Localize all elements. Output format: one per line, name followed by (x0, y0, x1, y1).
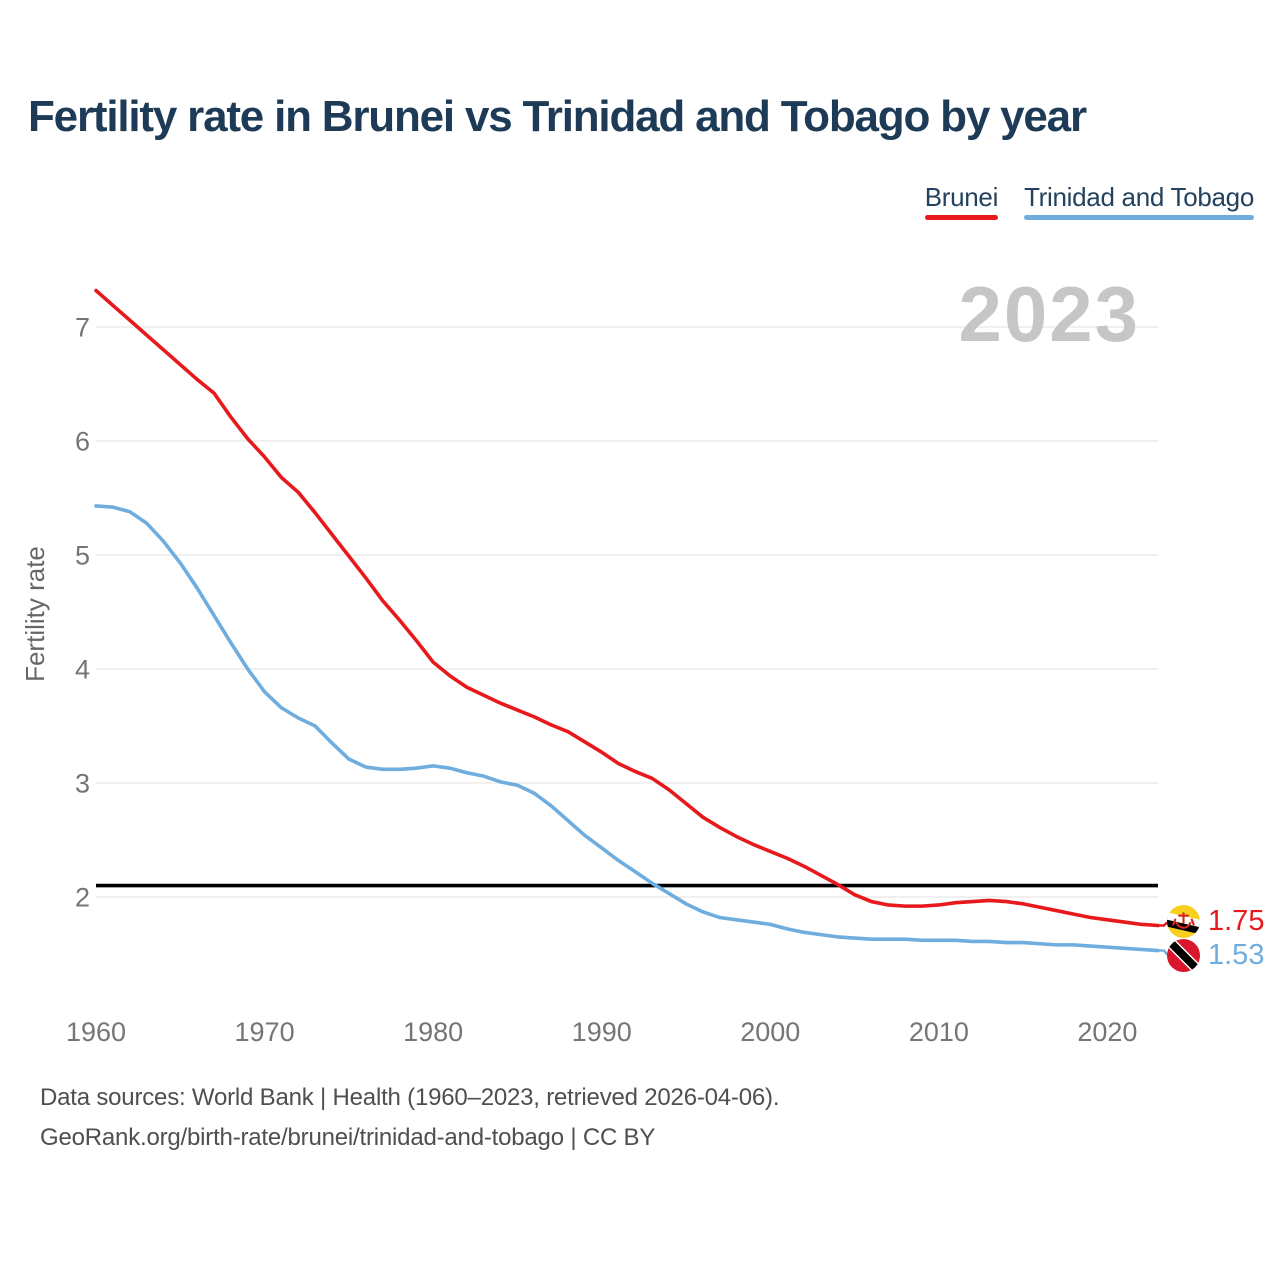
x-tick-label-1980: 1980 (403, 1017, 463, 1047)
y-axis-label: Fertility rate (20, 546, 50, 682)
leader-lines-group (1158, 921, 1168, 956)
brunei-flag-icon (1166, 904, 1201, 939)
trinidad-and-tobago-flag-icon (1166, 938, 1201, 973)
series-line-brunei (94, 288, 1160, 928)
legend-label-brunei: Brunei (924, 182, 999, 212)
attribution-line: GeoRank.org/birth-rate/brunei/trinidad-a… (40, 1124, 656, 1151)
end-value-brunei: 1.75 (1208, 905, 1265, 937)
end-label-brunei: 1.75 (1166, 904, 1264, 939)
legend-label-trinidad-and-tobago: Trinidad and Tobago (1024, 182, 1254, 212)
end-label-trinidad-and-tobago: 1.53 (1166, 938, 1264, 973)
x-tick-label-2010: 2010 (909, 1017, 969, 1047)
leader-line-trinidad-and-tobago (1158, 949, 1168, 956)
y-tick-label-4: 4 (75, 655, 90, 685)
x-tick-label-2020: 2020 (1077, 1017, 1137, 1047)
series-lines-group (94, 288, 1160, 953)
series-line-trinidad-and-tobago (94, 504, 1160, 953)
legend-item-trinidad-and-tobago[interactable]: Trinidad and Tobago (1024, 182, 1254, 220)
y-tick-label-3: 3 (75, 769, 90, 799)
leader-line-brunei (1158, 921, 1168, 927)
end-value-trinidad-and-tobago: 1.53 (1208, 939, 1265, 971)
x-tick-label-1960: 1960 (66, 1017, 126, 1047)
x-tick-label-1990: 1990 (572, 1017, 632, 1047)
y-tick-label-2: 2 (75, 883, 90, 913)
y-tick-label-7: 7 (75, 313, 90, 343)
y-tick-label-5: 5 (75, 541, 90, 571)
gridlines-group (96, 326, 1158, 898)
x-axis-ticks: 1960 1970 1980 1990 2000 2010 2020 (66, 1017, 1138, 1047)
chart-footer: Data sources: World Bank | Health (1960–… (40, 1078, 779, 1158)
y-tick-label-6: 6 (75, 427, 90, 457)
legend: Brunei Trinidad and Tobago (924, 182, 1254, 220)
data-sources-line: Data sources: World Bank | Health (1960–… (40, 1084, 780, 1111)
y-axis-ticks: 2 3 4 5 6 7 (75, 313, 90, 913)
watermark-year: 2023 (958, 270, 1140, 358)
page-title: Fertility rate in Brunei vs Trinidad and… (28, 92, 1087, 141)
legend-underline-brunei (924, 215, 999, 220)
x-tick-label-2000: 2000 (740, 1017, 800, 1047)
legend-item-brunei[interactable]: Brunei (924, 182, 999, 220)
legend-underline-trinidad-and-tobago (1024, 215, 1254, 220)
x-tick-label-1970: 1970 (235, 1017, 295, 1047)
